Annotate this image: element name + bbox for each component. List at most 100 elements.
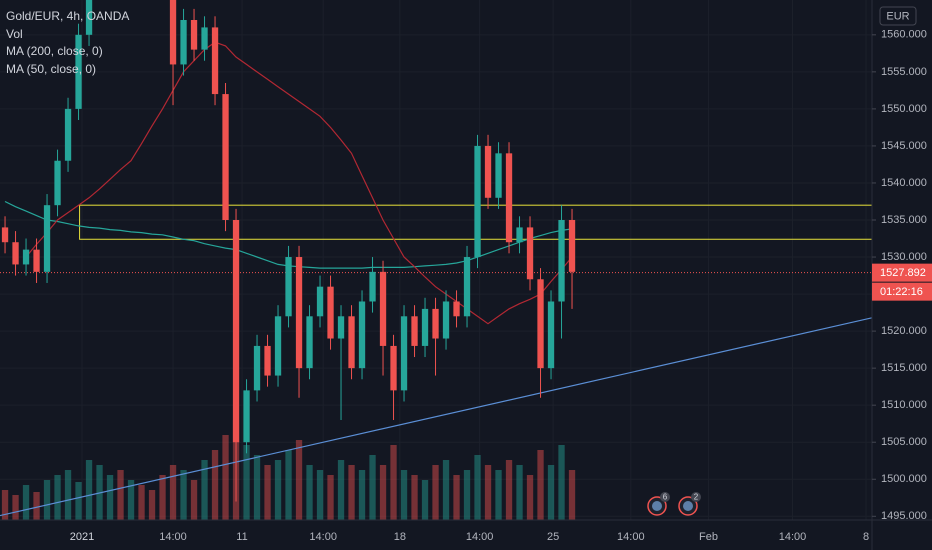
candle-body — [12, 242, 19, 265]
candle-body — [274, 316, 282, 376]
volume-bar — [558, 445, 565, 520]
volume-bar — [358, 470, 366, 520]
volume-bar — [337, 460, 345, 520]
event-badge — [691, 492, 701, 502]
event-flag — [683, 501, 693, 511]
x-tick-label: 14:00 — [779, 531, 807, 543]
candle-body — [295, 257, 303, 369]
countdown-box — [872, 282, 932, 301]
volume-bar — [421, 480, 429, 520]
volume-bar — [516, 465, 523, 520]
volume-bar — [264, 465, 271, 520]
x-tick-label: 2021 — [70, 531, 94, 543]
candle-body — [285, 257, 292, 317]
y-tick-label: 1530.000 — [881, 251, 927, 263]
y-tick-label: 1555.000 — [881, 66, 927, 78]
candle-body — [463, 257, 471, 317]
candle-body — [411, 316, 418, 346]
x-tick-label: Feb — [699, 531, 718, 543]
candle-body — [379, 271, 387, 346]
volume-bar — [463, 470, 471, 520]
y-tick-label: 1510.000 — [881, 399, 927, 411]
candle-body — [64, 108, 72, 161]
candle-body — [358, 301, 366, 369]
candle-body — [505, 153, 513, 243]
candle-body — [190, 20, 198, 50]
currency-box[interactable] — [879, 6, 917, 26]
volume-bar — [369, 455, 376, 520]
y-tick-label: 1505.000 — [881, 436, 927, 448]
y-tick-label: 1560.000 — [881, 29, 927, 41]
y-tick-label: 1550.000 — [881, 103, 927, 115]
volume-bar — [253, 455, 261, 520]
volume-bar — [295, 440, 303, 520]
candle-body — [337, 316, 345, 339]
x-tick-label: 14:00 — [159, 531, 187, 543]
volume-bar — [285, 450, 292, 520]
volume-bar — [211, 450, 219, 520]
grid — [0, 0, 872, 520]
x-tick-label: 14:00 — [617, 531, 645, 543]
candle-body — [348, 316, 355, 369]
volume-bar — [379, 465, 387, 520]
volume-bar — [1, 490, 9, 520]
candle-body — [54, 160, 61, 206]
candle-body — [526, 227, 534, 280]
volume-bar — [568, 470, 576, 520]
candle-body — [169, 0, 177, 65]
candle-body — [33, 249, 40, 272]
candle-body — [442, 301, 450, 339]
volume-bar — [148, 490, 156, 520]
volume-bar — [400, 470, 408, 520]
legend-ma200: MA (200, close, 0) — [6, 44, 103, 58]
volume-bar — [453, 475, 460, 520]
candle-body — [211, 27, 219, 95]
volume-bar — [348, 465, 355, 520]
last-price-box — [872, 263, 932, 282]
event-badge — [660, 492, 670, 502]
x-tick-label: 11 — [236, 531, 247, 543]
candle-body — [22, 249, 30, 265]
candle-body — [453, 301, 460, 317]
volume-bar — [127, 480, 135, 520]
volume-layer — [1, 420, 576, 520]
volume-bar — [222, 435, 229, 520]
candle-body — [537, 279, 544, 369]
volume-bar — [117, 470, 124, 520]
candle-body — [558, 220, 565, 302]
volume-bar — [484, 465, 492, 520]
volume-bar — [159, 475, 166, 520]
candle-body — [432, 308, 439, 339]
candle-body — [306, 316, 313, 369]
x-tick-label: 8 — [863, 531, 869, 543]
candle-body — [568, 220, 576, 272]
volume-bar — [180, 470, 187, 520]
volume-bar — [547, 465, 555, 520]
candle-body — [180, 20, 187, 65]
candle-body — [222, 94, 229, 220]
x-tick-label: 18 — [394, 531, 406, 543]
volume-bar — [106, 475, 114, 520]
currency: EUR — [886, 10, 909, 22]
legend: Gold/EUR, 4h, OANDA Vol MA (200, close, … — [6, 9, 129, 76]
candle-body — [516, 227, 523, 243]
x-tick-label: 14:00 — [309, 531, 337, 543]
candle-body — [264, 345, 271, 376]
candle-body — [1, 227, 9, 243]
volume-bar — [411, 475, 418, 520]
candle-body — [75, 34, 82, 109]
candle-body — [316, 286, 324, 317]
volume-bar — [138, 485, 145, 520]
legend-symbol: Gold/EUR, 4h, OANDA — [6, 9, 129, 23]
axes: 1495.000 1500.000 1505.000 1510.000 1515.000… — [70, 29, 932, 543]
trendline — [0, 317, 872, 517]
candle-body — [495, 153, 502, 198]
volume-bar — [505, 460, 513, 520]
candle-body — [547, 301, 555, 369]
volume-bar — [390, 445, 397, 520]
moving-average — [25, 41, 573, 325]
volume-bar — [43, 480, 51, 520]
countdown-label: 01:22:16 — [880, 286, 923, 298]
volume-bar — [495, 470, 502, 520]
